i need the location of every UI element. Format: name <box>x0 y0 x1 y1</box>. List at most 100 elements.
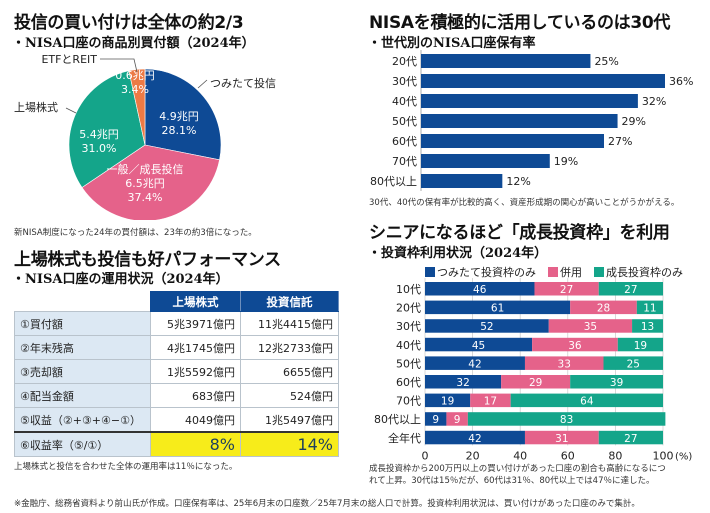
stacked-segment-label: 46 <box>473 284 487 296</box>
bar-value-label: 36% <box>669 75 693 88</box>
stacked-segment-20代-0 <box>425 300 571 315</box>
pie-slice-general-growth <box>81 144 220 220</box>
cell-funds-highlight: 14% <box>240 431 339 457</box>
row-label: ⑤収益（②+③+④−①） <box>14 407 151 433</box>
pie-slice-amount-label: 6.5兆円 <box>125 177 165 190</box>
stacked-segment-label: 19 <box>441 396 454 408</box>
stacked-segment-20代-1 <box>570 300 637 315</box>
stacked-title: ・投資枠利用状況（2024年） <box>368 246 548 261</box>
stacked-segment-label: 17 <box>484 396 497 408</box>
bar-headline: NISAを積極的に活用しているのは30代 <box>369 13 671 33</box>
stacked-segment-label: 64 <box>580 396 594 408</box>
pie-slice-listed-stocks <box>68 70 146 188</box>
cell-stocks: 683億円 <box>150 383 241 408</box>
pie-slice-pct-label: 3.4% <box>121 83 149 96</box>
cell-stocks: 4兆1745億円 <box>150 335 241 360</box>
cell-stocks: 4049億円 <box>150 407 241 433</box>
column-header-stocks: 上場株式 <box>150 291 241 312</box>
x-tick-label: 0 <box>422 449 429 462</box>
pie-title: ・NISA口座の商品別買付額（2024年） <box>12 36 255 51</box>
bar-category-label: 50代 <box>392 115 417 128</box>
stacked-segment-60代-2 <box>570 375 663 389</box>
stacked-segment-30代-0 <box>425 319 549 333</box>
ownership-bar-chart: 20代 25% 30代 36% 40代 32% 50代 29% 60代 27% 70代 19% 80代以… <box>370 50 693 191</box>
legend-label: つみたて投資枠のみ <box>437 266 536 279</box>
stacked-segment-10代-0 <box>425 282 535 296</box>
bar-value-label: 32% <box>642 95 666 108</box>
pie-note: 新NISA制度になった24年の買付額は、23年の約3倍になった。 <box>14 228 257 238</box>
stacked-segment-label: 19 <box>634 340 647 352</box>
footer-source-note: ※金融庁、総務省資料より前山氏が作成。口座保有率は、25年6月末の口座数／25年… <box>14 499 640 509</box>
stacked-category-label: 50代 <box>396 357 421 370</box>
x-tick-label: 40 <box>513 449 527 462</box>
stacked-category-label: 40代 <box>396 339 421 352</box>
stacked-segment-40代-0 <box>425 337 533 352</box>
table-title: ・NISA口座の運用状況（2024年） <box>12 272 229 287</box>
stacked-segment-label: 61 <box>491 303 504 315</box>
stacked-segment-30代-2 <box>632 319 663 333</box>
stacked-segment-label: 35 <box>584 321 597 333</box>
pie-headline: 投信の買い付けは全体の約2/3 <box>14 13 244 33</box>
stacked-segment-label: 29 <box>529 377 542 389</box>
row-label: ⑥収益率（⑤/①） <box>14 431 151 457</box>
stacked-segment-10代-1 <box>534 282 599 296</box>
bar-category-label: 70代 <box>392 155 417 168</box>
table-header-row: 上場株式 投資信託 <box>14 291 339 312</box>
legend-item: 併用 <box>548 264 582 280</box>
column-header-funds: 投資信託 <box>240 291 339 312</box>
table-row: ④配当金額 683億円 524億円 <box>14 383 339 408</box>
stacked-note: 成長投資枠から200万円以上の買い付けがあった口座の割合も高齢になるにつ れて上… <box>369 463 666 487</box>
etf-reit-leader-line <box>100 58 138 73</box>
usage-stacked-bar-chart: 0 20 40 60 80 100 (%) 10代 46 27 27 20代 61 28 11 30代 52 35… <box>374 278 692 462</box>
bar-value-label: 19% <box>554 155 578 168</box>
bar-category-label: 20代 <box>392 55 417 68</box>
stacked-segment-70代-2 <box>510 393 663 408</box>
bar-70代 <box>421 154 550 168</box>
stacked-category-label: 30代 <box>396 320 421 333</box>
cell-funds: 6655億円 <box>240 359 339 384</box>
pie-slice-name-label: 一般／成長投信 <box>107 162 184 176</box>
bar-20代 <box>421 54 591 68</box>
legend-item: 成長投資枠のみ <box>594 264 683 280</box>
bar-50代 <box>421 114 618 128</box>
stacked-segment-70代-1 <box>470 393 511 408</box>
stacked-segment-label: 13 <box>641 321 654 333</box>
legend-label: 成長投資枠のみ <box>606 266 683 279</box>
stacked-segment-label: 45 <box>472 340 485 352</box>
table-row: ①買付額 5兆3971億円 11兆4415億円 <box>14 311 339 336</box>
legend-label: 併用 <box>560 266 582 279</box>
stacked-segment-label: 9 <box>432 414 439 426</box>
stacked-segment-label: 42 <box>468 433 481 445</box>
stacked-category-label: 20代 <box>396 302 421 315</box>
stacked-category-label: 70代 <box>396 395 421 408</box>
stacked-segment-label: 25 <box>627 358 640 370</box>
pie-slice-etf-reit <box>128 68 146 146</box>
stock-leader-line <box>65 107 77 114</box>
table-row: ②年末残高 4兆1745億円 12兆2733億円 <box>14 335 339 360</box>
stacked-segment-label: 33 <box>558 358 571 370</box>
bar-value-label: 25% <box>594 55 618 68</box>
pie-slice-pct-label: 37.4% <box>128 191 163 204</box>
table-row: ⑤収益（②+③+④−①） 4049億円 1兆5497億円 <box>14 407 339 433</box>
legend-item: つみたて投資枠のみ <box>425 264 536 280</box>
pie-slice-amount-label: 4.9兆円 <box>159 110 199 123</box>
legend-swatch-teal <box>594 267 604 277</box>
stacked-segment-label: 27 <box>624 433 637 445</box>
stacked-segment-label: 11 <box>643 303 656 315</box>
pie-outside-label-etf: ETFとREIT <box>41 53 97 66</box>
stacked-segment-label: 52 <box>480 321 493 333</box>
x-tick-label: 100 <box>653 449 674 462</box>
table-note: 上場株式と投信を合わせた全体の運用率は11％になった。 <box>14 462 238 472</box>
stacked-segment-80代以上-2 <box>467 412 666 426</box>
stacked-segment-label: 31 <box>555 433 568 445</box>
cell-stocks: 1兆5592億円 <box>150 359 241 384</box>
cell-funds: 1兆5497億円 <box>240 407 339 433</box>
stacked-legend: つみたて投資枠のみ 併用 成長投資枠のみ <box>425 264 683 280</box>
table-headline: 上場株式も投信も好パフォーマンス <box>14 250 281 270</box>
cell-stocks: 5兆3971億円 <box>150 311 241 336</box>
nisa-performance-table: 上場株式 投資信託 ①買付額 5兆3971億円 11兆4415億円 ②年末残高 … <box>14 291 339 457</box>
bar-title: ・世代別のNISA口座保有率 <box>368 36 536 51</box>
stacked-segment-label: 36 <box>568 340 582 352</box>
row-label: ②年末残高 <box>14 335 151 360</box>
stacked-segment-全年代-1 <box>524 430 599 445</box>
